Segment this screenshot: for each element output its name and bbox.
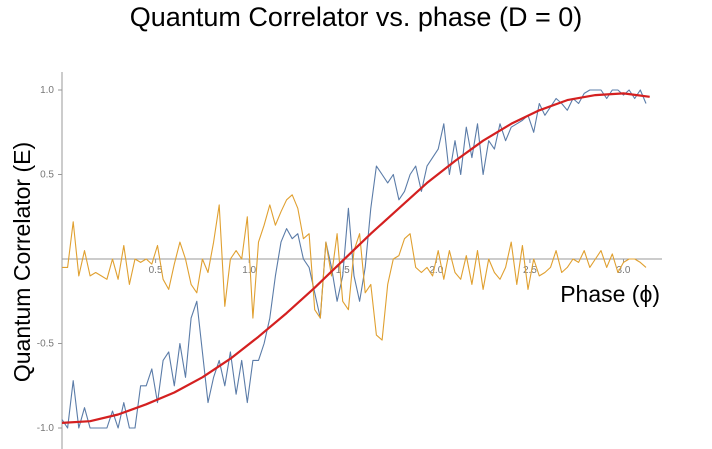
y-tick-label: 1.0 [40,85,54,96]
y-axis-title: Quantum Correlator (E) [9,142,35,382]
chart-title: Quantum Correlator vs. phase (D = 0) [129,2,583,32]
x-tick-label: 2.5 [523,265,537,276]
x-tick-label: 3.0 [617,265,631,276]
y-tick-label: 0.5 [40,170,54,181]
x-tick-label: 1.0 [242,265,256,276]
x-tick-label: 2.0 [429,265,443,276]
data-series-blue-line [61,89,647,429]
y-tick-label: -0.5 [37,339,55,350]
x-axis-title: Phase (ϕ) [560,281,660,307]
fit-curve-red-line [61,92,650,424]
y-tick-label: -1.0 [37,423,55,434]
x-tick-label: 0.5 [149,265,163,276]
